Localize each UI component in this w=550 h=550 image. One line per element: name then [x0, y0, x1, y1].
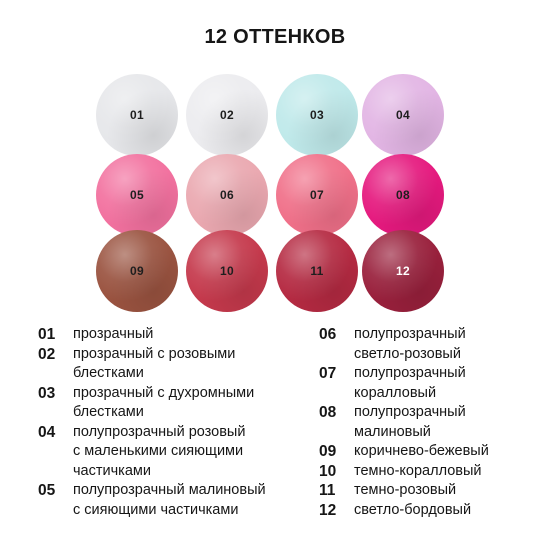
legend-description: прозрачный с духромными блестками [73, 384, 254, 423]
legend-code: 05 [38, 482, 56, 499]
legend-description-line: прозрачный [73, 326, 154, 342]
legend-item-11: 11 темно-розовый [319, 481, 539, 501]
legend-description: светло-бордовый [354, 501, 471, 521]
swatch-number: 09 [130, 264, 144, 278]
legend-item-09: 09 коричнево-бежевый [319, 442, 539, 462]
legend-code: 01 [38, 326, 56, 343]
swatch-number: 04 [396, 108, 410, 122]
legend-description-line: малиновый [354, 423, 431, 440]
shade-swatch-04: 04 [362, 74, 444, 156]
legend-description: коричнево-бежевый [354, 442, 489, 462]
legend-item-02: 02 прозрачный с розовыми блестками [38, 345, 308, 384]
legend-item-06: 06 полупрозрачный светло-розовый [319, 325, 539, 364]
shade-swatch-06: 06 [186, 154, 268, 236]
legend-code: 09 [319, 443, 337, 460]
shade-swatch-10: 10 [186, 230, 268, 312]
legend-description-line: блестками [73, 404, 144, 420]
legend-description-line: частичками [73, 462, 151, 479]
legend-description: полупрозрачный светло-розовый [354, 325, 466, 364]
legend-code: 10 [319, 462, 337, 480]
page-title: 12 ОТТЕНКОВ [204, 26, 346, 48]
legend-item-10: 10 темно-коралловый [319, 462, 539, 482]
legend-code: 03 [38, 384, 56, 402]
shade-swatch-05: 05 [96, 154, 178, 236]
legend-right-column: 06 полупрозрачный светло-розовый 07 полупроз… [319, 325, 539, 520]
legend-description-line: с маленькими сияющими [73, 443, 244, 459]
legend-description: прозрачный [73, 325, 153, 345]
legend-item-04: 04 полупрозрачный розовый с маленькими сия… [38, 423, 308, 482]
legend-description-line: светло-розовый [354, 345, 461, 362]
legend-description-line: прозрачный с розовыми [73, 345, 236, 362]
legend-code: 07 [319, 365, 337, 382]
legend-code: 02 [38, 345, 56, 363]
legend-description-line: темно-коралловый [354, 462, 482, 479]
swatch-number: 10 [220, 264, 234, 278]
legend-description: полупрозрачный малиновый [354, 403, 466, 442]
swatch-number: 01 [130, 108, 144, 122]
legend-item-08: 08 полупрозрачный малиновый [319, 403, 539, 442]
legend-description-line: полупрозрачный малиновый [73, 482, 266, 498]
shade-swatch-07: 07 [276, 154, 358, 236]
legend-description-line: прозрачный с духромными [73, 384, 255, 401]
legend-description-line: коричнево-бежевый [354, 443, 489, 459]
legend-item-05: 05 полупрозрачный малиновый с сияющими час… [38, 481, 308, 520]
shade-swatch-09: 09 [96, 230, 178, 312]
legend-description-line: с сияющими частичками [73, 501, 239, 518]
swatch-number: 12 [396, 264, 410, 278]
legend-description-line: полупрозрачный [354, 404, 466, 420]
legend-item-12: 12 светло-бордовый [319, 501, 539, 521]
swatch-number: 08 [396, 188, 410, 202]
legend-description-line: полупрозрачный [354, 365, 466, 381]
legend-description: полупрозрачный малиновый с сияющими части… [73, 481, 266, 520]
legend-code: 06 [319, 326, 337, 343]
shade-swatch-12: 12 [362, 230, 444, 312]
legend-code: 11 [319, 482, 336, 499]
legend-description-line: блестками [73, 365, 144, 381]
shade-swatch-03: 03 [276, 74, 358, 156]
legend-description: полупрозрачный розовый с маленькими сияющ… [73, 423, 245, 482]
legend-description: темно-розовый [354, 481, 456, 501]
shade-swatch-11: 11 [276, 230, 358, 312]
legend-description: темно-коралловый [354, 462, 481, 482]
legend-description-line: коралловый [354, 384, 437, 401]
legend-item-03: 03 прозрачный с духромными блестками [38, 384, 308, 423]
legend-description-line: светло-бордовый [354, 501, 472, 518]
swatch-number: 03 [310, 108, 324, 122]
legend-left-column: 01 прозрачный 02 прозрачный с розовыми блест… [38, 325, 308, 520]
legend-item-07: 07 полупрозрачный коралловый [319, 364, 539, 403]
swatch-grid: 01 02 03 04 05 06 07 08 09 10 11 12 [96, 74, 444, 320]
legend-description-line: темно-розовый [354, 482, 457, 498]
swatch-number: 02 [220, 108, 234, 122]
shade-swatch-01: 01 [96, 74, 178, 156]
swatch-number: 05 [130, 188, 144, 202]
swatch-number: 07 [310, 188, 324, 202]
swatch-number: 06 [220, 188, 234, 202]
shade-swatch-08: 08 [362, 154, 444, 236]
legend-description-line: полупрозрачный розовый [73, 423, 246, 440]
shade-swatch-02: 02 [186, 74, 268, 156]
legend-item-01: 01 прозрачный [38, 325, 308, 345]
legend-description-line: полупрозрачный [354, 326, 466, 342]
legend-code: 12 [319, 501, 337, 519]
legend-description: прозрачный с розовыми блестками [73, 345, 235, 384]
legend-description: полупрозрачный коралловый [354, 364, 466, 403]
swatch-number: 11 [310, 264, 324, 278]
legend-code: 04 [38, 423, 56, 441]
legend-code: 08 [319, 404, 337, 421]
